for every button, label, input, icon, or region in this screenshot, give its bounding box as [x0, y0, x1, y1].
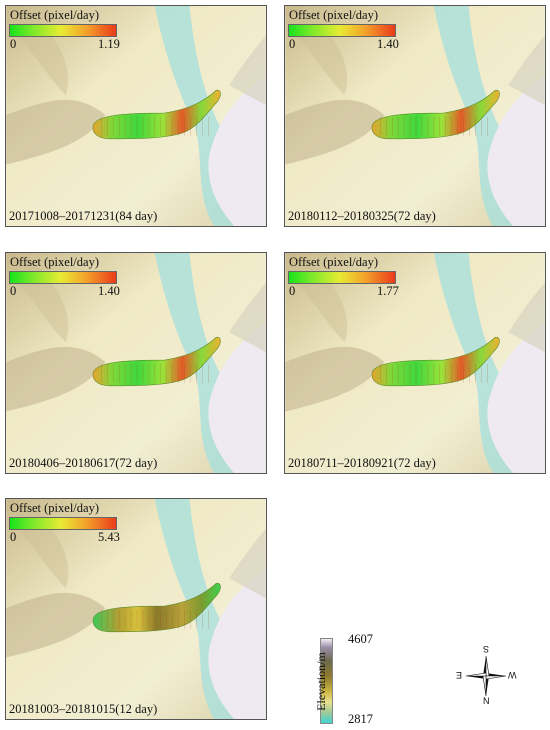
legend-max: 1.19	[98, 37, 120, 51]
ridge-shadow	[285, 99, 385, 165]
compass-right: W	[508, 670, 517, 680]
legend-title: Offset (pixel/day)	[289, 8, 378, 22]
ridge-shadow	[229, 282, 266, 353]
legend-max: 1.40	[377, 37, 399, 51]
elevation-label: Elevation/m	[313, 652, 328, 711]
legend-title: Offset (pixel/day)	[289, 255, 378, 269]
elevation-min: 2817	[348, 712, 373, 726]
snow-mountain	[208, 568, 266, 719]
map-panel-2: Offset (pixel/day) 0 1.40 20180112–20180…	[284, 5, 546, 227]
terrain-map-2	[285, 6, 545, 226]
terrain-map-4	[285, 253, 545, 473]
compass-left: E	[456, 670, 463, 680]
offset-color-bar	[288, 271, 396, 284]
legend-title: Offset (pixel/day)	[10, 255, 99, 269]
date-range-label: 20180711–20180921(72 day)	[288, 456, 436, 470]
compass-star-icon	[465, 655, 507, 697]
ridge-shadow	[285, 346, 385, 412]
ridge-shadow	[229, 528, 266, 599]
date-range-label: 20180406–20180617(72 day)	[9, 456, 158, 470]
map-panel-3: Offset (pixel/day) 0 1.40 20180406–20180…	[5, 252, 267, 474]
glacier-overlay	[92, 89, 221, 140]
legend-max: 1.77	[377, 284, 399, 298]
legend-max: 5.43	[98, 530, 120, 544]
legend-min: 0	[10, 530, 17, 544]
glacier-overlay	[92, 582, 221, 633]
compass-bottom: N	[483, 696, 490, 706]
offset-color-bar	[9, 24, 117, 37]
offset-color-bar	[9, 271, 117, 284]
ridge-shadow	[508, 282, 545, 353]
ridge-shadow	[229, 35, 266, 106]
map-panel-5: Offset (pixel/day) 0 5.43 20181003–20181…	[5, 498, 267, 720]
elevation-max: 4607	[348, 632, 373, 646]
snow-mountain	[487, 75, 545, 226]
ridge-shadow	[508, 35, 545, 106]
legend-title: Offset (pixel/day)	[10, 501, 99, 515]
snow-mountain	[208, 75, 266, 226]
map-panel-4: Offset (pixel/day) 0 1.77 20180711–20180…	[284, 252, 546, 474]
legend-title: Offset (pixel/day)	[10, 8, 99, 22]
ridge-shadow	[6, 346, 106, 412]
ridge-shadow	[6, 99, 106, 165]
ridge-shadow	[6, 592, 106, 658]
snow-mountain	[487, 322, 545, 473]
glacier-overlay	[371, 89, 500, 140]
date-range-label: 20180112–20180325(72 day)	[288, 209, 436, 223]
legend-min: 0	[10, 37, 17, 51]
legend-max: 1.40	[98, 284, 120, 298]
legend-min: 0	[289, 284, 296, 298]
offset-color-bar	[9, 517, 117, 530]
glacier-overlay	[371, 336, 500, 387]
elevation-legend: Elevation/m 4607 2817	[312, 628, 432, 728]
date-range-label: 20181003–20181015(12 day)	[9, 702, 158, 716]
legend-min: 0	[289, 37, 296, 51]
terrain-map-1	[6, 6, 266, 226]
terrain-map-3	[6, 253, 266, 473]
glacier-overlay	[92, 336, 221, 387]
map-panel-1: Offset (pixel/day) 0 1.19 20171008–20171…	[5, 5, 267, 227]
snow-mountain	[208, 322, 266, 473]
compass-rose: S N E W	[456, 644, 517, 706]
terrain-map-5	[6, 499, 266, 719]
compass-top: S	[483, 644, 490, 654]
elevation-color-bar	[320, 638, 333, 724]
date-range-label: 20171008–20171231(84 day)	[9, 209, 158, 223]
legend-min: 0	[10, 284, 17, 298]
offset-color-bar	[288, 24, 396, 37]
